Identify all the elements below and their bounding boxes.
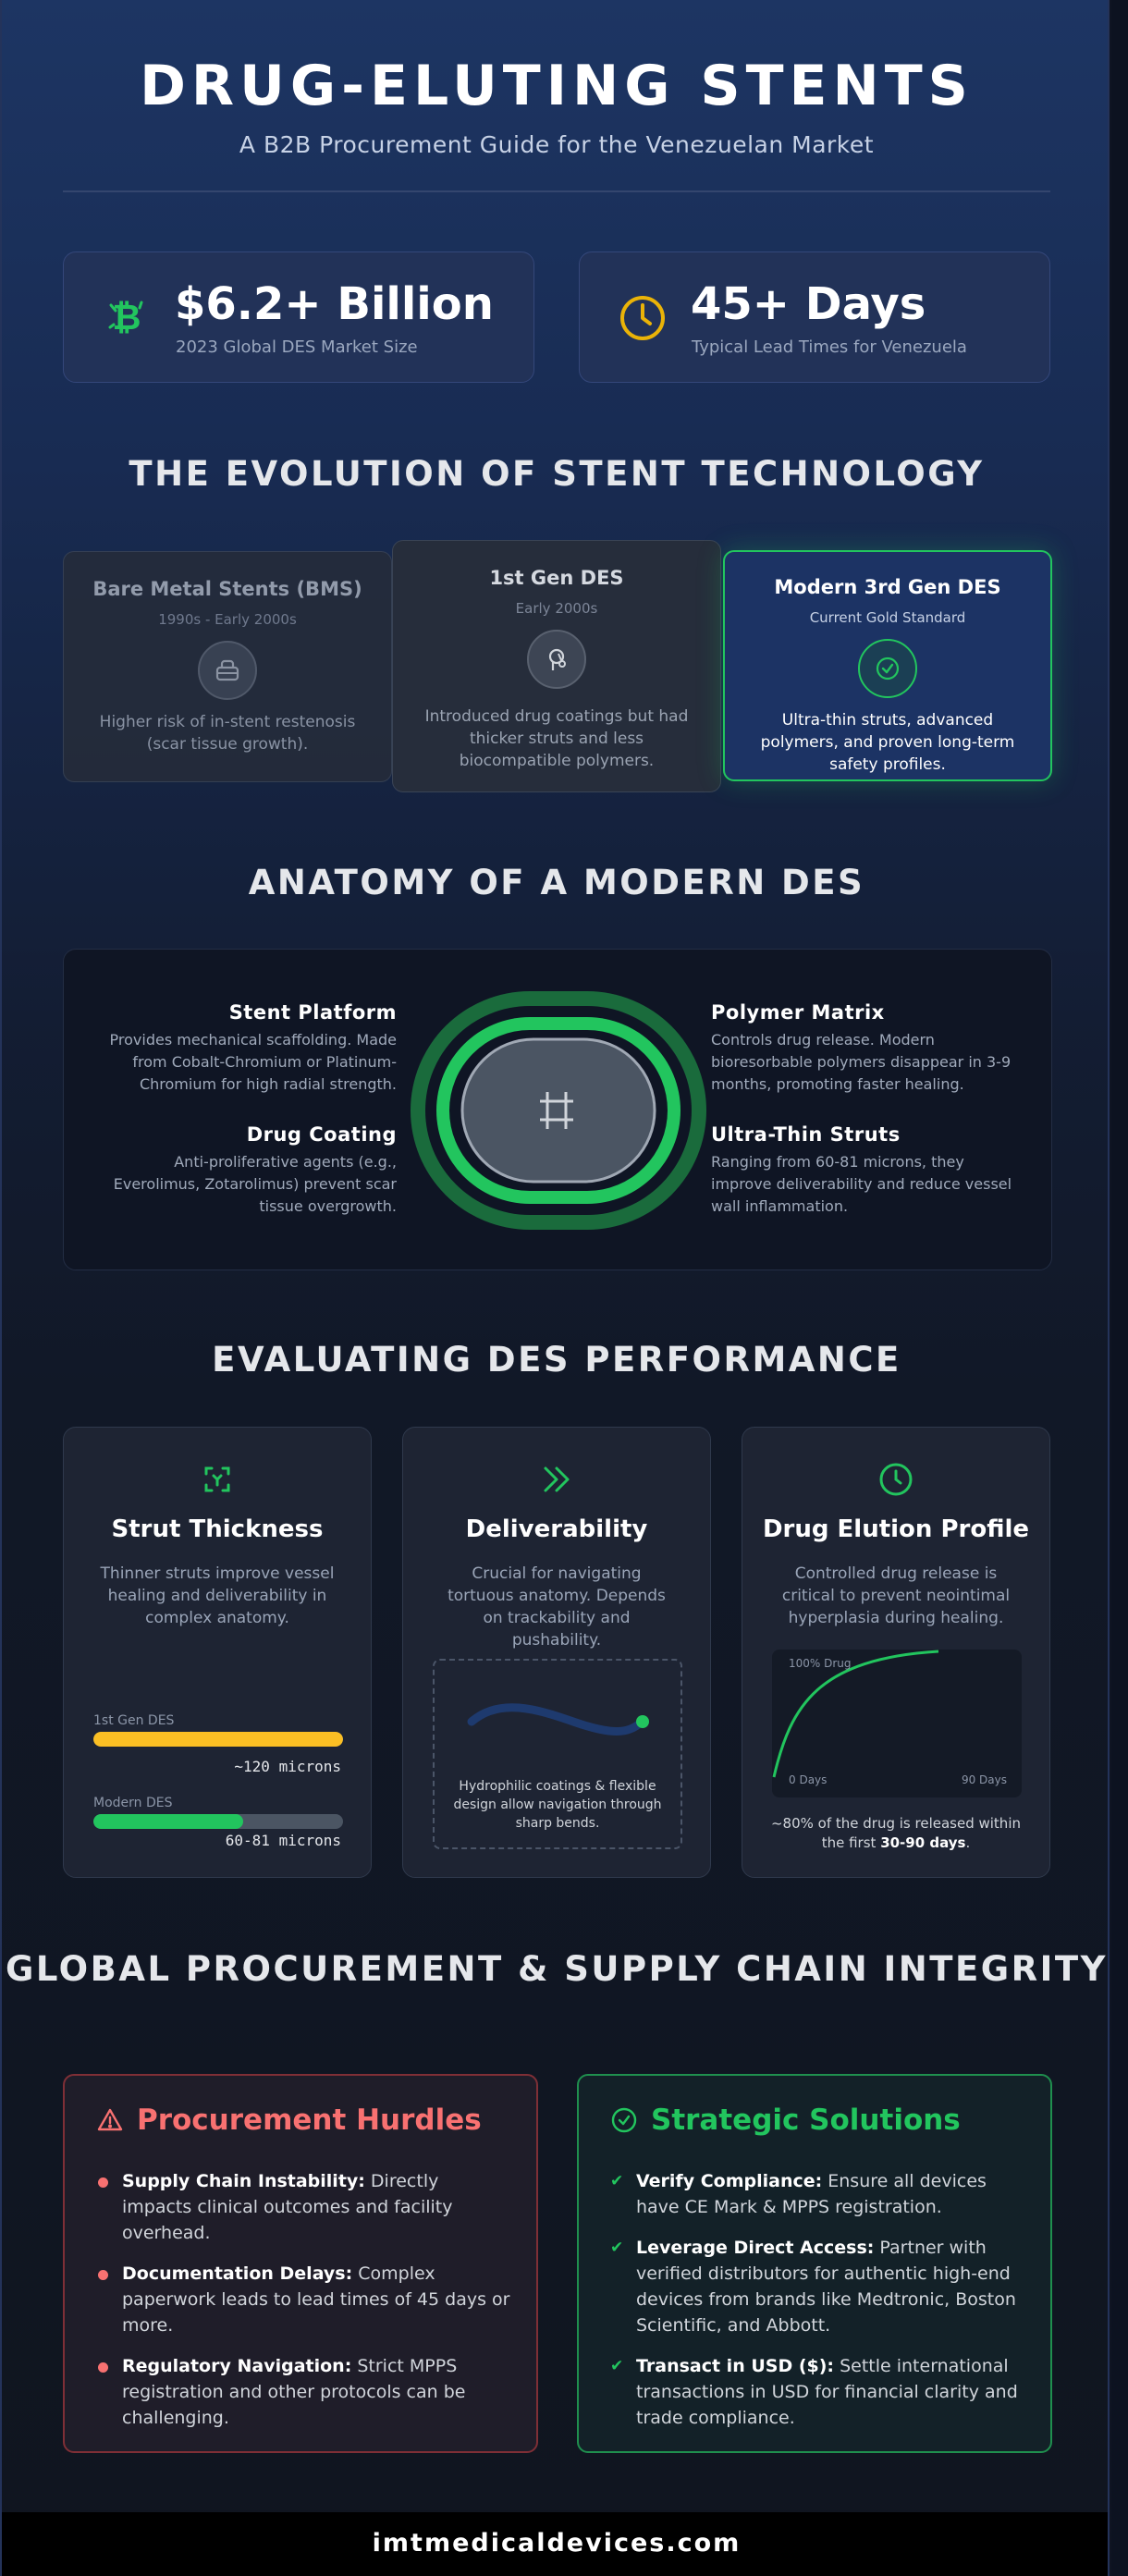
evolution-card-era: 1990s - Early 2000s bbox=[158, 611, 297, 628]
flask-icon bbox=[527, 630, 586, 689]
checkmark-icon: ✔ bbox=[610, 2239, 624, 2257]
anatomy-item-title: Polymer Matrix bbox=[711, 1001, 885, 1024]
elution-note: ~80% of the drug is released within the … bbox=[770, 1815, 1021, 1851]
stent-cross-section-diagram bbox=[411, 991, 706, 1230]
evolution-card-3rd-gen: Modern 3rd Gen DES Current Gold Standard… bbox=[723, 550, 1052, 781]
evolution-card-name: 1st Gen DES bbox=[489, 567, 624, 589]
stat-label: Typical Lead Times for Venezuela bbox=[692, 337, 967, 357]
list-item: ✔ Leverage Direct Access: Partner with ve… bbox=[610, 2235, 1024, 2338]
bitcoin-sign-icon: ₿ bbox=[101, 292, 153, 344]
footer: imtmedicaldevices.com bbox=[2, 2512, 1108, 2576]
section-title-evolution: THE EVOLUTION OF STENT TECHNOLOGY bbox=[129, 454, 985, 494]
anatomy-item-drug-coating: Drug Coating Anti-proliferative agents (… bbox=[92, 1123, 397, 1218]
bullet-icon bbox=[98, 2362, 108, 2373]
evolution-card-desc: Ultra-thin struts, advanced polymers, an… bbox=[760, 711, 1015, 774]
performance-card-title: Deliverability bbox=[465, 1515, 648, 1543]
bar-fill bbox=[93, 1732, 343, 1747]
bar-track-1st-gen bbox=[93, 1732, 343, 1747]
list-item: Regulatory Navigation: Strict MPPS regis… bbox=[96, 2353, 510, 2431]
performance-card-drug-elution: Drug Elution Profile Controlled drug rel… bbox=[742, 1427, 1050, 1878]
section-title-procurement: GLOBAL PROCUREMENT & SUPPLY CHAIN INTEGR… bbox=[6, 1949, 1108, 1989]
stat-card-market-size: ₿ $6.2+ Billion 2023 Global DES Market S… bbox=[63, 251, 534, 383]
solutions-list: ✔ Verify Compliance: Ensure all devices h… bbox=[610, 2168, 1024, 2446]
performance-card-title: Strut Thickness bbox=[111, 1515, 324, 1543]
checkmark-icon: ✔ bbox=[610, 2172, 624, 2190]
evolution-card-1st-gen: 1st Gen DES Early 2000s Introduced drug … bbox=[392, 540, 721, 792]
section-title-anatomy: ANATOMY OF A MODERN DES bbox=[248, 863, 865, 902]
bar-fill bbox=[93, 1814, 243, 1829]
evolution-card-desc: Higher risk of in-stent restenosis (scar… bbox=[99, 713, 356, 754]
performance-card-desc: Thinner struts improve vessel healing an… bbox=[100, 1564, 335, 1627]
performance-card-desc: Crucial for navigating tortuous anatomy.… bbox=[448, 1564, 666, 1650]
bar-label: Modern DES bbox=[93, 1796, 173, 1810]
anatomy-item-desc: Controls drug release. Modern bioresorba… bbox=[711, 1031, 1012, 1093]
elution-curve bbox=[772, 1650, 939, 1778]
bar-value: 60-81 microns bbox=[225, 1832, 341, 1849]
warning-icon bbox=[97, 2108, 123, 2131]
clock-icon bbox=[617, 292, 668, 344]
panel-title: Procurement Hurdles bbox=[96, 2104, 482, 2137]
list-item: Documentation Delays: Complex paperwork … bbox=[96, 2261, 510, 2338]
evolution-card-bms: Bare Metal Stents (BMS) 1990s - Early 20… bbox=[63, 551, 392, 782]
section-title-performance: EVALUATING DES PERFORMANCE bbox=[212, 1340, 901, 1380]
catheter-path-graphic bbox=[467, 1703, 649, 1736]
anatomy-panel: Stent Platform Provides mechanical scaff… bbox=[63, 949, 1052, 1270]
stat-card-lead-time: 45+ Days Typical Lead Times for Venezuel… bbox=[579, 251, 1050, 383]
anatomy-item-title: Ultra-Thin Struts bbox=[711, 1123, 901, 1146]
performance-card-deliverability: Deliverability Crucial for navigating to… bbox=[402, 1427, 711, 1878]
evolution-card-name: Modern 3rd Gen DES bbox=[774, 576, 1001, 598]
anatomy-item-polymer-matrix: Polymer Matrix Controls drug release. Mo… bbox=[711, 1001, 1016, 1096]
anatomy-item-desc: Ranging from 60-81 microns, they improve… bbox=[711, 1153, 1012, 1215]
bar-track-modern bbox=[93, 1814, 343, 1829]
performance-card-desc: Controlled drug release is critical to p… bbox=[781, 1564, 1011, 1627]
anatomy-item-title: Drug Coating bbox=[246, 1123, 397, 1146]
page-subtitle: A B2B Procurement Guide for the Venezuel… bbox=[239, 131, 875, 158]
stat-label: 2023 Global DES Market Size bbox=[176, 337, 418, 357]
bar-label: 1st Gen DES bbox=[93, 1713, 175, 1728]
bar-value: ~120 microns bbox=[234, 1758, 341, 1775]
list-item: Supply Chain Instability: Directly impac… bbox=[96, 2168, 510, 2246]
performance-card-title: Drug Elution Profile bbox=[762, 1515, 1030, 1543]
stent-box-icon bbox=[198, 641, 257, 700]
deliverability-note: Hydrophilic coatings & flexible design a… bbox=[453, 1779, 662, 1831]
procurement-hurdles-panel: Procurement Hurdles Supply Chain Instabi… bbox=[63, 2074, 538, 2453]
deliverability-illustration: Hydrophilic coatings & flexible design a… bbox=[433, 1659, 682, 1849]
stat-value: 45+ Days bbox=[691, 278, 926, 330]
panel-title: Strategic Solutions bbox=[610, 2104, 961, 2137]
chart-label-end: 90 Days bbox=[961, 1773, 1007, 1786]
double-chevron-right-icon bbox=[536, 1459, 577, 1500]
anatomy-item-stent-platform: Stent Platform Provides mechanical scaff… bbox=[92, 1001, 397, 1096]
strategic-solutions-panel: Strategic Solutions ✔ Verify Compliance: … bbox=[577, 2074, 1052, 2453]
hurdles-list: Supply Chain Instability: Directly impac… bbox=[96, 2168, 510, 2446]
evolution-card-desc: Introduced drug coatings but had thicker… bbox=[424, 707, 689, 770]
list-item: ✔ Verify Compliance: Ensure all devices h… bbox=[610, 2168, 1024, 2220]
clock-icon bbox=[876, 1459, 916, 1500]
evolution-card-era: Current Gold Standard bbox=[809, 609, 966, 626]
checkmark-icon: ✔ bbox=[610, 2357, 624, 2375]
evolution-card-era: Early 2000s bbox=[515, 600, 598, 617]
elution-curve-chart: 100% Drug 0 Days 90 Days bbox=[772, 1650, 1022, 1797]
check-circle-icon bbox=[611, 2107, 637, 2133]
performance-card-strut-thickness: Strut Thickness Thinner struts improve v… bbox=[63, 1427, 372, 1878]
anatomy-item-ultra-thin-struts: Ultra-Thin Struts Ranging from 60-81 mic… bbox=[711, 1123, 1016, 1218]
chart-label-top: 100% Drug bbox=[789, 1657, 852, 1670]
header-divider bbox=[63, 190, 1050, 192]
anatomy-item-desc: Provides mechanical scaffolding. Made fr… bbox=[109, 1031, 397, 1093]
chart-label-start: 0 Days bbox=[789, 1773, 828, 1786]
mesh-grid-icon bbox=[540, 1092, 573, 1129]
evolution-card-name: Bare Metal Stents (BMS) bbox=[92, 578, 362, 600]
check-circle-icon bbox=[858, 639, 917, 698]
crosshair-icon bbox=[197, 1459, 238, 1500]
anatomy-item-title: Stent Platform bbox=[228, 1001, 397, 1024]
bullet-icon bbox=[98, 2177, 108, 2188]
svg-text:₿: ₿ bbox=[113, 297, 141, 337]
footer-site-link[interactable]: imtmedicaldevices.com bbox=[372, 2529, 742, 2558]
list-item: ✔ Transact in USD ($): Settle internation… bbox=[610, 2353, 1024, 2431]
anatomy-item-desc: Anti-proliferative agents (e.g., Everoli… bbox=[113, 1153, 397, 1215]
page-title: DRUG-ELUTING STENTS bbox=[140, 54, 974, 118]
stat-value: $6.2+ Billion bbox=[175, 278, 494, 330]
right-edge-strip bbox=[1111, 0, 1128, 2576]
bullet-icon bbox=[98, 2270, 108, 2280]
